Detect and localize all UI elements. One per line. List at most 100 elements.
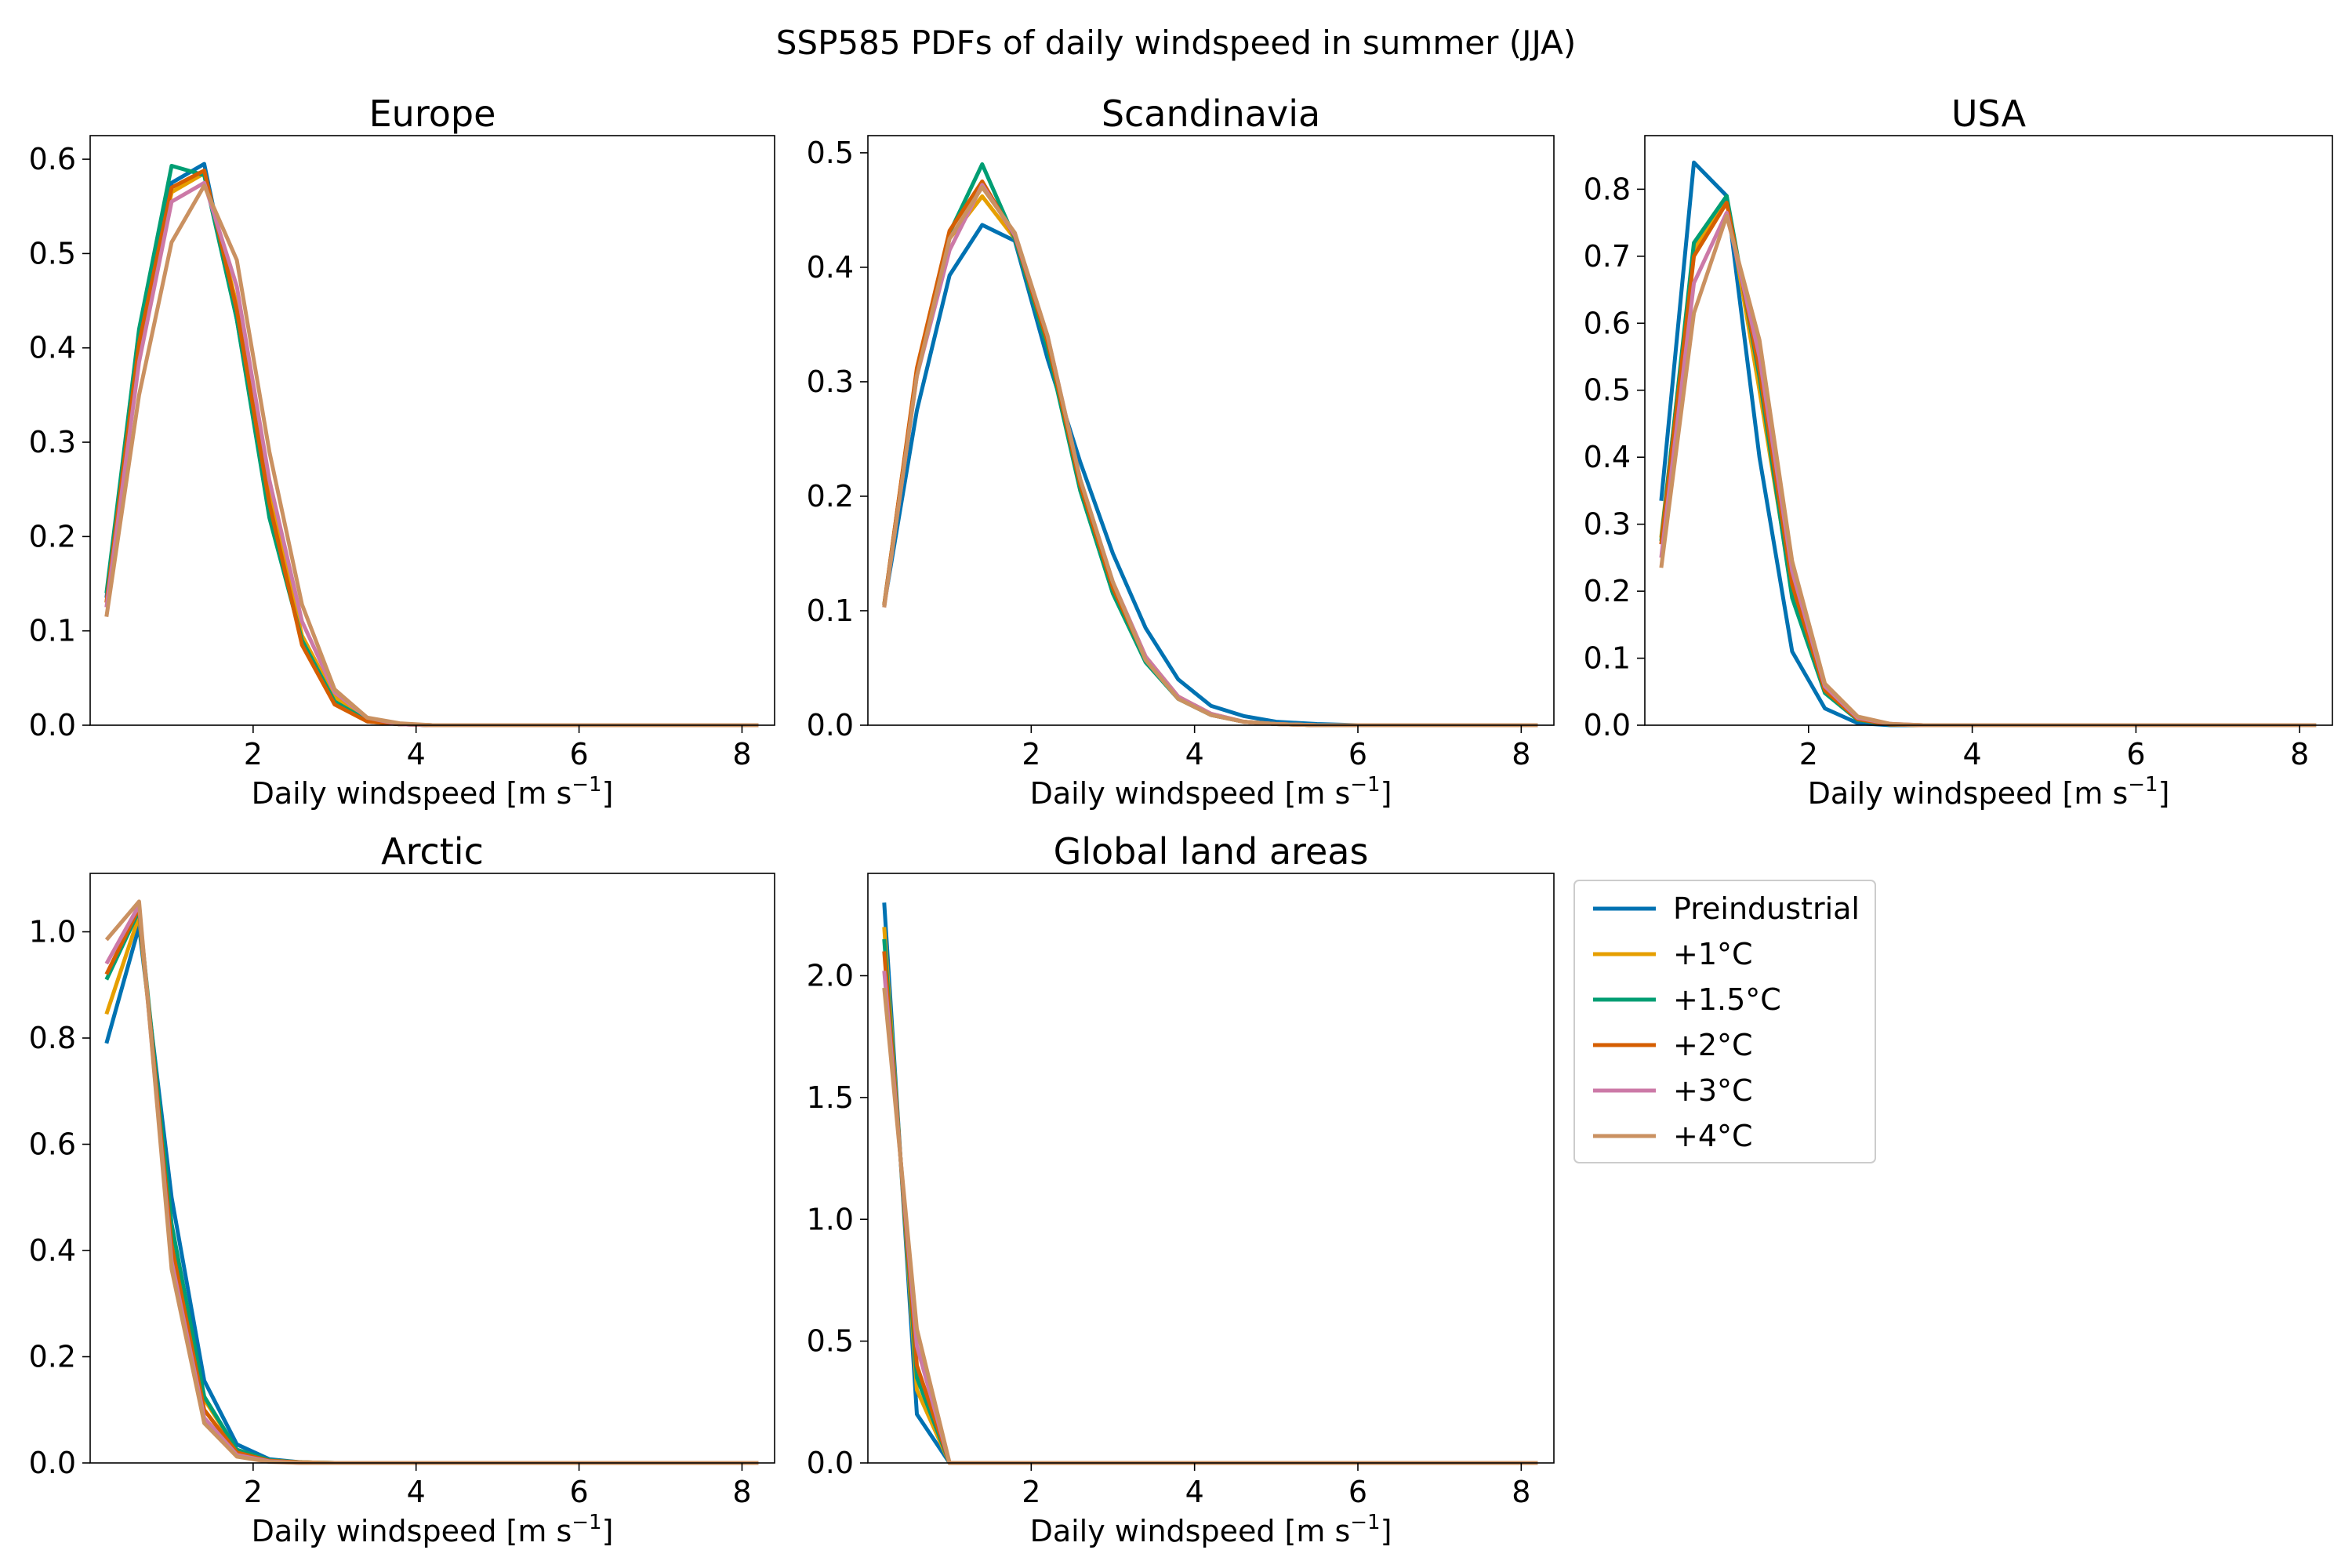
- y-tick-label: 2.0: [807, 959, 854, 993]
- series-line-+2°C: [882, 951, 1538, 1465]
- panel-global-land-areas: Global land areas 2 4 6 8 0.0 0.5 1.0 1.5 2.0 Dail…: [807, 830, 1555, 1548]
- series-line-Preindustrial: [882, 223, 1538, 728]
- y-tick-label: 1.0: [807, 1202, 854, 1236]
- panel-usa: USA 2 4 6 8 0.0 0.1 0.2 0.3 0.4 0.5 0.6 0.7 0.8 Daily …: [1584, 93, 2333, 811]
- series-line-+3°C: [882, 183, 1538, 728]
- panel-title: Scandinavia: [1102, 93, 1320, 135]
- axes-frame: [867, 135, 1555, 726]
- panel-title: USA: [1951, 93, 2027, 135]
- series-line-+4°C: [1659, 214, 2317, 728]
- y-tick-label: 0.1: [807, 593, 854, 628]
- y-tick-label: 0.3: [1584, 507, 1631, 542]
- y-tick-label: 1.0: [29, 915, 76, 949]
- x-tick-label: 2: [1022, 737, 1040, 771]
- x-tick-label: 4: [407, 1475, 426, 1509]
- y-tick-label: 0.4: [1584, 440, 1631, 474]
- x-tick-label: 6: [2126, 737, 2145, 771]
- y-tick-label: 0.1: [1584, 641, 1631, 676]
- series-line-Preindustrial: [104, 924, 759, 1465]
- series-line-+3°C: [882, 971, 1538, 1465]
- x-tick-label: 4: [1963, 737, 1982, 771]
- y-tick-label: 0.8: [1584, 172, 1631, 206]
- x-tick-label: 8: [1512, 1475, 1530, 1509]
- x-axis-label: Daily windspeed [m s−1]: [1808, 773, 2170, 811]
- x-tick-label: 2: [1799, 737, 1818, 771]
- series-line-+1°C: [882, 194, 1538, 728]
- axes-frame: [1644, 135, 2333, 726]
- legend-label: +3°C: [1673, 1073, 1753, 1108]
- x-axis-label: Daily windspeed [m s−1]: [252, 1511, 614, 1548]
- x-axis-label: Daily windspeed [m s−1]: [1030, 1511, 1392, 1548]
- series-line-+2°C: [104, 169, 759, 728]
- axes-frame: [867, 873, 1555, 1464]
- y-tick-label: 0.8: [29, 1021, 76, 1055]
- x-tick-label: 6: [1348, 737, 1367, 771]
- y-tick-label: 0.4: [807, 250, 854, 285]
- y-tick-label: 0.3: [807, 365, 854, 399]
- x-tick-label: 8: [732, 737, 751, 771]
- panel-title: Europe: [369, 93, 496, 135]
- x-tick-label: 2: [1022, 1475, 1040, 1509]
- x-tick-label: 4: [1185, 737, 1204, 771]
- series-line-+4°C: [104, 183, 759, 728]
- y-tick-label: 0.6: [29, 142, 76, 176]
- axes-frame: [89, 135, 775, 726]
- y-tick-label: 0.2: [1584, 574, 1631, 608]
- x-tick-label: 2: [244, 737, 263, 771]
- x-tick-label: 6: [1348, 1475, 1367, 1509]
- y-tick-label: 0.5: [807, 136, 854, 170]
- legend: Preindustrial +1°C +1.5°C +2°C +3°C +4°C: [1573, 880, 1876, 1163]
- y-tick-label: 0.0: [29, 708, 76, 742]
- series-line-+3°C: [104, 180, 759, 728]
- y-tick-label: 0.5: [1584, 373, 1631, 408]
- series-line-Preindustrial: [882, 902, 1538, 1465]
- y-tick-label: 0.4: [29, 331, 76, 365]
- y-tick-label: 1.5: [807, 1080, 854, 1115]
- legend-label: +2°C: [1673, 1028, 1753, 1062]
- legend-label: +4°C: [1673, 1119, 1753, 1153]
- series-line-+1°C: [882, 927, 1538, 1465]
- series-line-Preindustrial: [1659, 160, 2317, 728]
- y-tick-label: 0.6: [29, 1127, 76, 1162]
- y-tick-label: 0.6: [1584, 306, 1631, 340]
- panel-scandinavia: Scandinavia 2 4 6 8 0.0 0.1 0.2 0.3 0.4 0.5 Daily w…: [807, 93, 1555, 811]
- x-tick-label: 2: [244, 1475, 263, 1509]
- axes-frame: [89, 873, 775, 1464]
- y-tick-label: 0.0: [807, 708, 854, 742]
- x-tick-label: 8: [732, 1475, 751, 1509]
- y-tick-label: 0.7: [1584, 239, 1631, 274]
- y-tick-label: 0.3: [29, 425, 76, 459]
- legend-label: Preindustrial: [1673, 891, 1860, 926]
- panel-europe: Europe 2 4 6 8 0.0 0.1 0.2 0.3 0.4 0.5 0.6 Daily win…: [29, 93, 775, 811]
- series-line-+2°C: [882, 179, 1538, 728]
- y-tick-label: 0.0: [807, 1446, 854, 1480]
- panel-arctic: Arctic 2 4 6 8 0.0 0.2 0.4 0.6 0.8 1.0 Daily windsp…: [29, 830, 775, 1548]
- figure-title: SSP585 PDFs of daily windspeed in summer…: [775, 24, 1577, 62]
- y-tick-label: 0.0: [29, 1446, 76, 1480]
- panel-title: Global land areas: [1054, 830, 1369, 873]
- series-line-+1°C: [104, 171, 759, 728]
- y-tick-label: 0.5: [29, 236, 76, 270]
- series-line-+4°C: [882, 987, 1538, 1465]
- y-tick-label: 0.2: [29, 519, 76, 554]
- y-tick-label: 0.2: [807, 479, 854, 514]
- x-tick-label: 4: [1185, 1475, 1204, 1509]
- series-line-+4°C: [882, 185, 1538, 728]
- x-tick-label: 6: [569, 1475, 588, 1509]
- x-tick-label: 4: [407, 737, 426, 771]
- x-tick-label: 8: [2290, 737, 2309, 771]
- y-tick-label: 0.4: [29, 1233, 76, 1268]
- x-axis-label: Daily windspeed [m s−1]: [1030, 773, 1392, 811]
- x-axis-label: Daily windspeed [m s−1]: [252, 773, 614, 811]
- y-tick-label: 0.1: [29, 614, 76, 648]
- panel-title: Arctic: [381, 830, 484, 873]
- series-line-+3°C: [1659, 210, 2317, 728]
- series-line-+1.5°C: [104, 164, 759, 728]
- legend-label: +1°C: [1673, 937, 1753, 971]
- legend-label: +1.5°C: [1673, 982, 1781, 1017]
- series-line-Preindustrial: [104, 162, 759, 728]
- series-line-+1.5°C: [882, 162, 1538, 728]
- series-line-+1.5°C: [882, 938, 1538, 1465]
